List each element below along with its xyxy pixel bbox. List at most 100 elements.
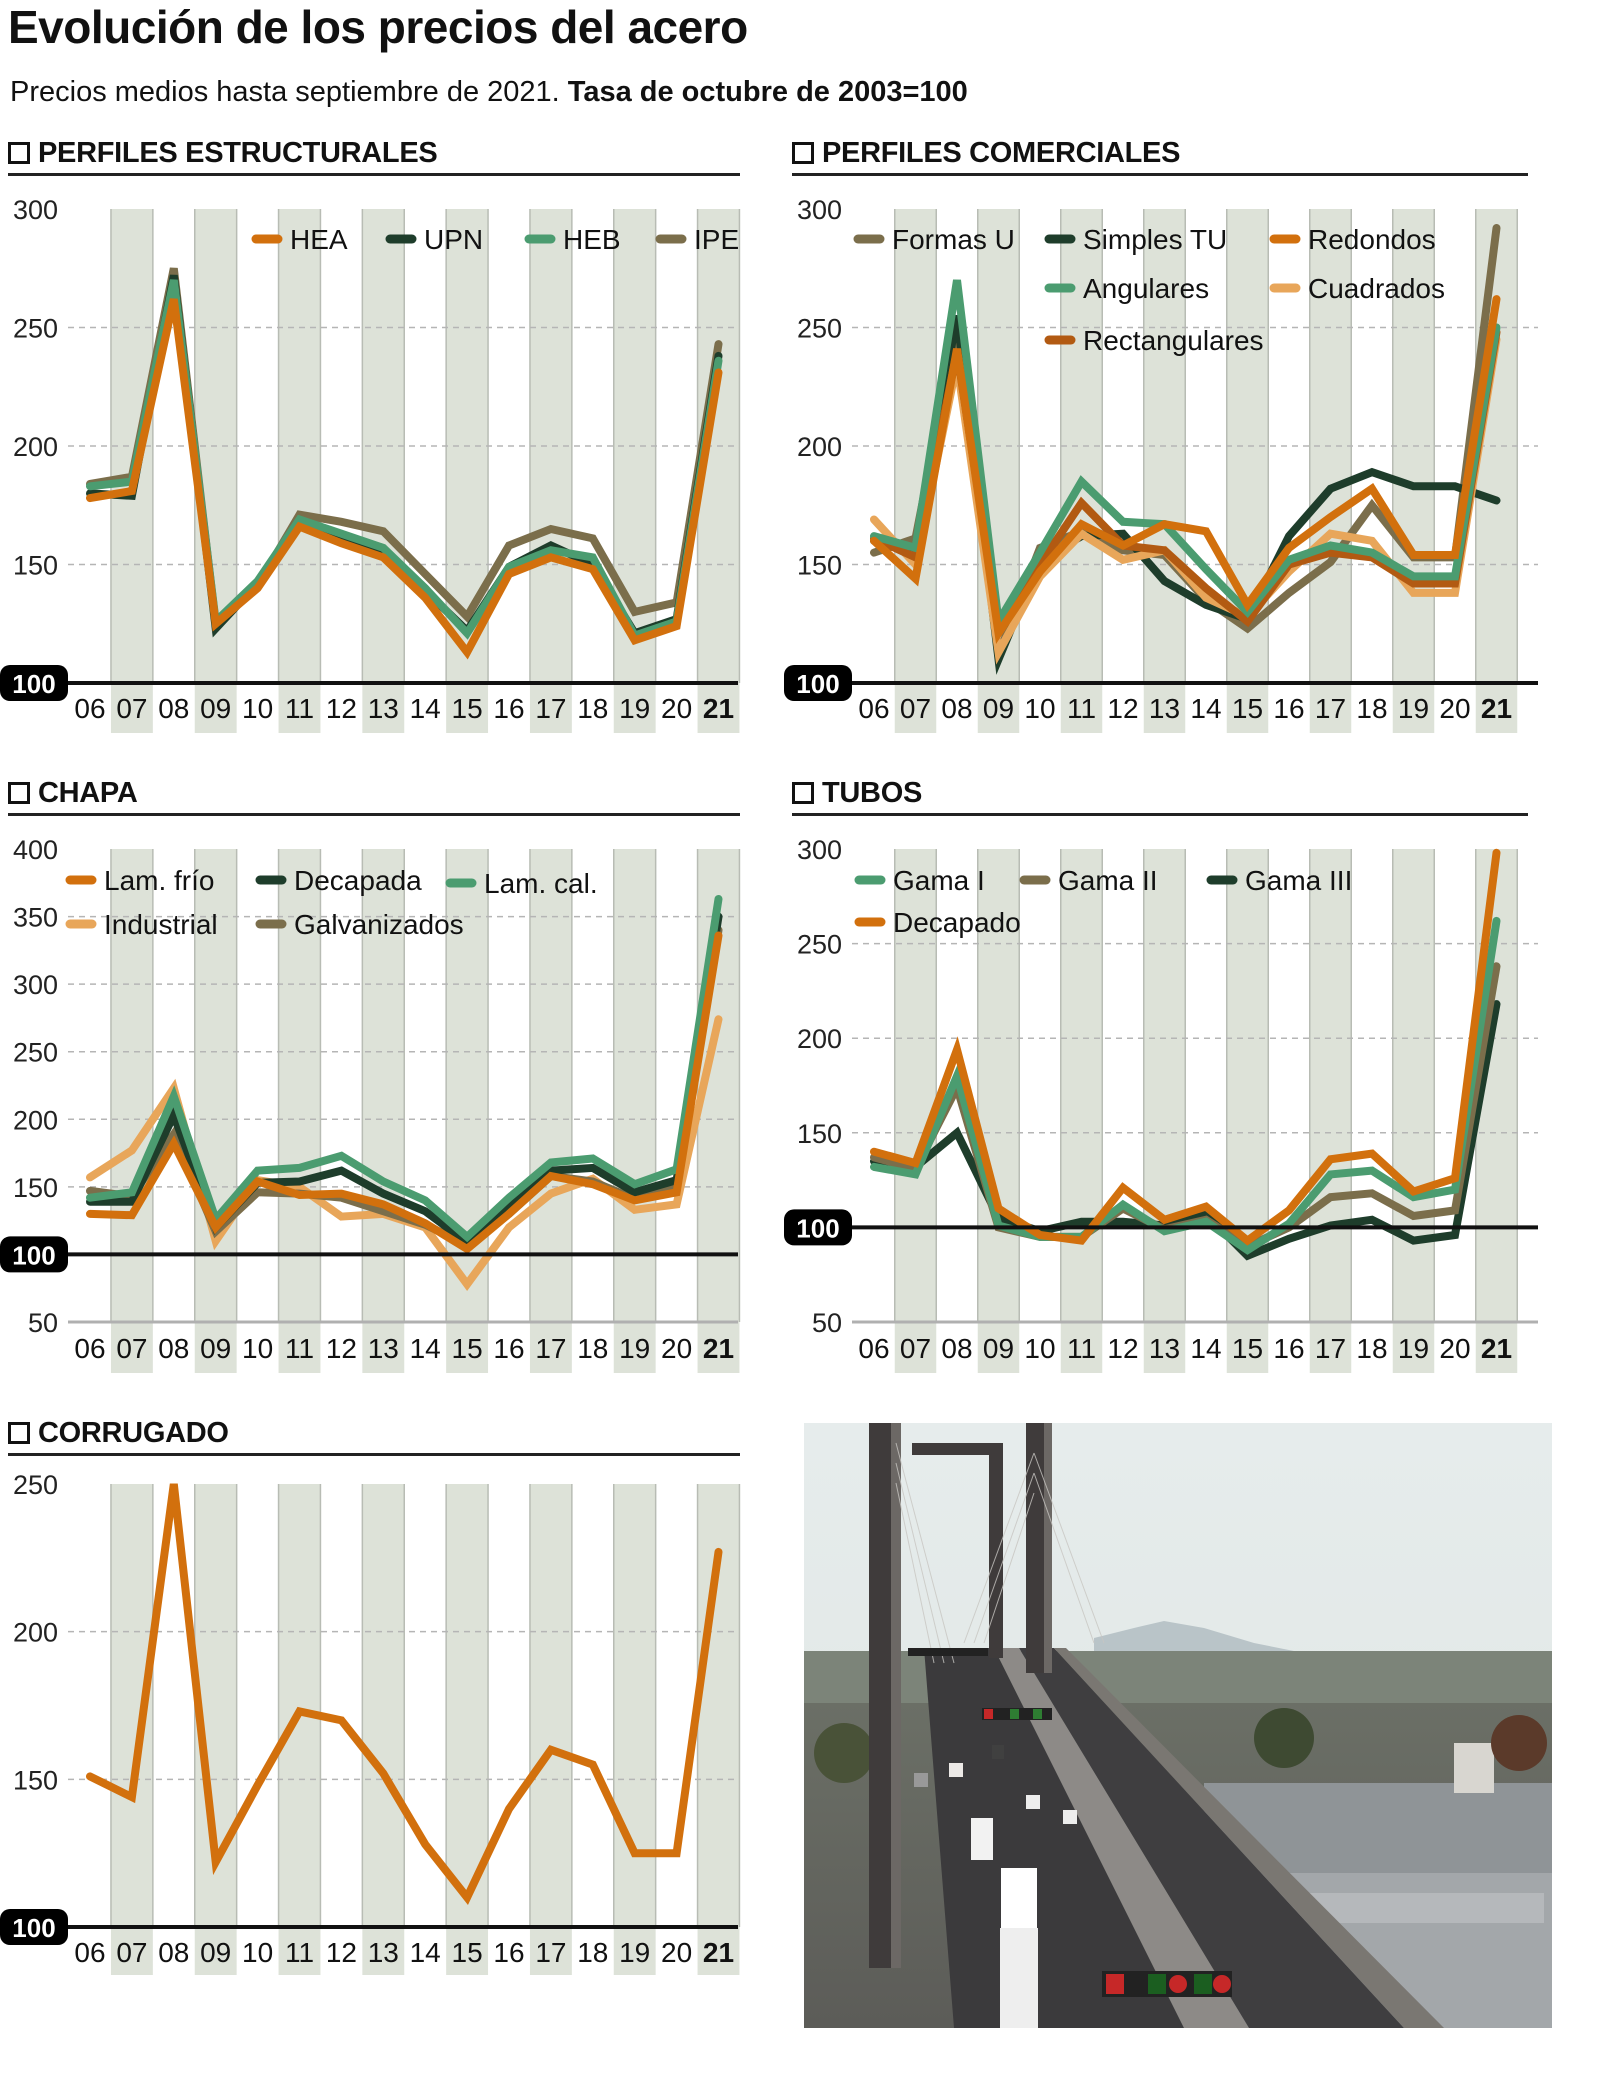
- x-tick-label: 06: [74, 693, 105, 724]
- x-tick-label: 10: [1024, 693, 1055, 724]
- legend-label: Gama II: [1058, 865, 1158, 896]
- x-tick-label: 14: [410, 693, 441, 724]
- legend-label: Angulares: [1083, 273, 1209, 304]
- panel-header: CORRUGADO: [8, 1413, 740, 1456]
- bridge-photo-illustration: [804, 1423, 1552, 2028]
- panel-title: PERFILES ESTRUCTURALES: [38, 136, 438, 169]
- legend-label: Decapado: [893, 907, 1021, 938]
- series-line-lam-fr-o: [86, 931, 723, 1254]
- legend-label: Galvanizados: [294, 909, 464, 940]
- x-tick-label: 15: [452, 693, 483, 724]
- x-tick-label: 19: [619, 1937, 650, 1968]
- panel-title: CORRUGADO: [38, 1416, 229, 1449]
- x-tick-label: 11: [1067, 693, 1096, 724]
- y-tick-label: 250: [13, 1038, 58, 1068]
- x-tick-label: 07: [900, 1333, 931, 1364]
- legend-label: Industrial: [104, 909, 218, 940]
- panel-title: TUBOS: [822, 776, 923, 809]
- subtitle-regular: Precios medios hasta septiembre de 2021.: [10, 76, 568, 108]
- x-tick-label: 21: [703, 1333, 734, 1364]
- x-tick-label: 06: [74, 1333, 105, 1364]
- baseline-label: 100: [12, 1240, 55, 1270]
- chart-perfiles-estructurales: 150 200 250 300 100 06 07 08 09 10 11 12 13 14 15 16 17 1…: [0, 195, 741, 733]
- y-tick-label: 150: [13, 1173, 58, 1203]
- legend-chapa: Lam. frío Decapada Lam. cal. Industrial Galv…: [65, 865, 598, 940]
- x-tick-label: 20: [1439, 693, 1470, 724]
- x-tick-label: 12: [1107, 693, 1138, 724]
- x-tick-label: 17: [1315, 1333, 1346, 1364]
- legend-label: HEB: [563, 224, 621, 255]
- x-tick-label: 09: [983, 693, 1014, 724]
- y-tick-label: 150: [13, 551, 58, 581]
- x-tick-label: 08: [941, 1333, 972, 1364]
- legend-label: Simples TU: [1083, 224, 1227, 255]
- x-tick-label: 07: [116, 1937, 147, 1968]
- x-tick-label: 11: [285, 693, 314, 724]
- year-band: [362, 849, 405, 1373]
- baseline-badge: [0, 1236, 68, 1273]
- x-tick-label: 21: [1481, 693, 1512, 724]
- x-tick-label: 12: [1107, 1333, 1138, 1364]
- y-tick-label: 250: [797, 930, 842, 960]
- x-tick-label: 11: [285, 1937, 314, 1968]
- panel-title: CHAPA: [38, 776, 138, 809]
- x-tick-label: 16: [493, 693, 524, 724]
- x-tick-label: 07: [116, 693, 147, 724]
- y-tick-label: 200: [797, 432, 842, 462]
- y-tick-label: 300: [797, 835, 842, 865]
- x-tick-label: 16: [1273, 693, 1304, 724]
- baseline-label: 100: [796, 669, 839, 699]
- legend-label: UPN: [424, 224, 483, 255]
- x-tick-label: 06: [858, 1333, 889, 1364]
- x-tick-label: 19: [619, 1333, 650, 1364]
- page-subtitle: Precios medios hasta septiembre de 2021.…: [10, 74, 968, 110]
- year-band: [1309, 849, 1352, 1373]
- y-tick-label: 150: [797, 1119, 842, 1149]
- chart-tubos: 50 150 200 250 300 100 06 07 08 09 10 11 12 13 14 15 16 1…: [784, 835, 1538, 1373]
- legend-label: Lam. cal.: [484, 868, 598, 899]
- year-band: [194, 849, 237, 1373]
- year-band: [1060, 209, 1103, 733]
- year-band: [1226, 849, 1269, 1373]
- x-tick-label: 14: [410, 1937, 441, 1968]
- baseline-badge: [784, 665, 852, 701]
- y-tick-label: 250: [797, 314, 842, 344]
- x-tick-label: 20: [1439, 1333, 1470, 1364]
- x-tick-label: 13: [368, 693, 399, 724]
- page-title: Evolución de los precios del acero: [8, 1, 748, 53]
- legend-label: HEA: [290, 224, 348, 255]
- x-tick-label: 10: [242, 1333, 273, 1364]
- series-line-redondos: [870, 295, 1501, 645]
- x-tick-label: 17: [1315, 693, 1346, 724]
- year-band: [1309, 209, 1352, 733]
- x-tick-label: 16: [493, 1333, 524, 1364]
- legend-label: IPE: [694, 224, 739, 255]
- x-tick-label: 15: [1232, 693, 1263, 724]
- x-tick-label: 07: [900, 693, 931, 724]
- year-band: [194, 209, 237, 733]
- y-tick-label: 50: [812, 1308, 842, 1338]
- x-tick-label: 18: [577, 1333, 608, 1364]
- series-line-corrugado: [86, 1483, 723, 1906]
- x-tick-label: 09: [200, 1937, 231, 1968]
- x-tick-label: 19: [1398, 693, 1429, 724]
- y-tick-label: 150: [13, 1765, 58, 1795]
- year-band: [278, 849, 321, 1373]
- legend-label: Decapada: [294, 865, 422, 896]
- x-tick-label: 09: [200, 1333, 231, 1364]
- x-tick-label: 08: [941, 693, 972, 724]
- x-tick-label: 17: [535, 1937, 566, 1968]
- chart-perfiles-comerciales: 150 200 250 300 100 06 07 08 09 10 11 12 13 14 15 16 17 1…: [784, 195, 1538, 733]
- x-tick-label: 09: [200, 693, 231, 724]
- x-tick-label: 15: [1232, 1333, 1263, 1364]
- year-band: [613, 1484, 656, 1975]
- x-tick-label: 15: [452, 1937, 483, 1968]
- x-tick-label: 07: [116, 1333, 147, 1364]
- x-tick-label: 16: [1273, 1333, 1304, 1364]
- legend-label: Gama III: [1245, 865, 1352, 896]
- panel-header: CHAPA: [8, 773, 740, 816]
- y-tick-label: 250: [13, 314, 58, 344]
- year-band: [894, 849, 937, 1373]
- x-tick-label: 17: [535, 693, 566, 724]
